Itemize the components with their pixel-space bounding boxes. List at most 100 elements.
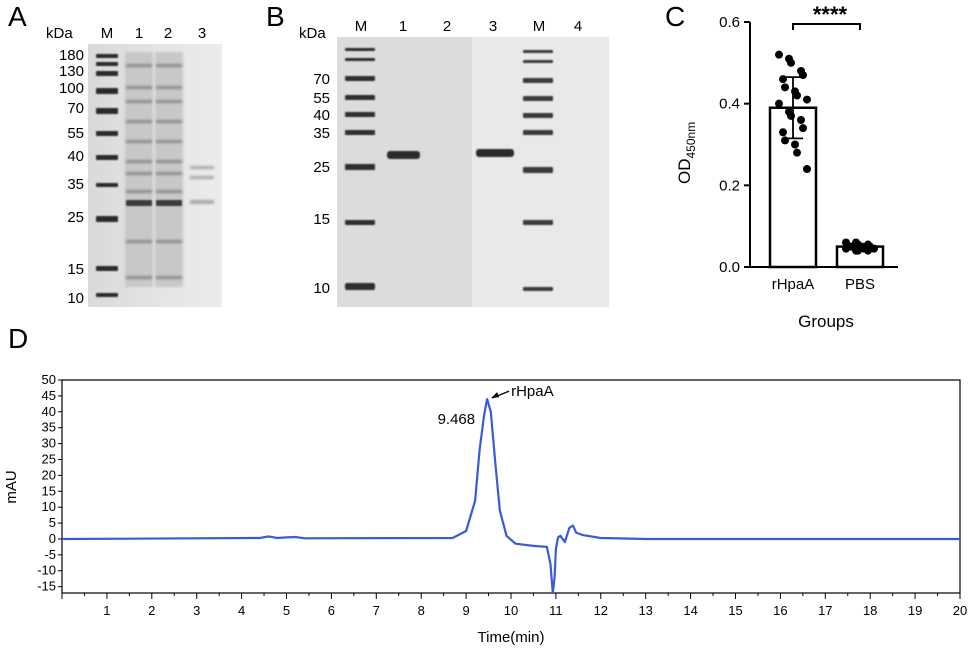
gel-a-marker-25: 25 — [67, 209, 84, 226]
gel-a-lane-3: 3 — [198, 25, 206, 42]
c-data-point — [799, 71, 807, 80]
gel-a-image — [88, 44, 222, 307]
d-ytick-label: 40 — [42, 404, 56, 419]
d-xtick-label: 6 — [328, 603, 335, 618]
gel-b-marker-70: 70 — [313, 71, 330, 88]
panel-b-label: B — [266, 1, 285, 32]
gel-a-marker-130: 130 — [59, 63, 84, 80]
d-xtick-label: 19 — [908, 603, 922, 618]
c-xlabel: Groups — [798, 312, 854, 331]
c-data-point — [803, 95, 811, 104]
panel-d-label: D — [8, 323, 28, 354]
gel-b-marker-15: 15 — [313, 211, 330, 228]
d-xtick-label: 4 — [238, 603, 245, 618]
gel-a-marker-10: 10 — [67, 290, 84, 307]
gel-b-marker-40: 40 — [313, 107, 330, 124]
panel-c-label: C — [665, 1, 685, 32]
d-ytick-label: -10 — [37, 563, 56, 578]
d-xtick-label: 16 — [773, 603, 787, 618]
c-data-point — [799, 124, 807, 133]
d-xtick-label: 10 — [504, 603, 518, 618]
c-xtick-rhpaa: rHpaA — [772, 276, 815, 293]
d-xtick-label: 7 — [373, 603, 380, 618]
d-ytick-label: 25 — [42, 451, 56, 466]
c-data-point — [779, 75, 787, 84]
d-ylabel: mAU — [3, 470, 20, 503]
gel-b-marker-10: 10 — [313, 280, 330, 297]
d-xtick-label: 17 — [818, 603, 832, 618]
d-peak-annotation: rHpaA — [511, 383, 554, 400]
gel-a-lane-labels: M 1 2 3 — [101, 25, 206, 42]
d-xtick-label: 2 — [148, 603, 155, 618]
gel-a-marker-15: 15 — [67, 261, 84, 278]
c-data-point — [793, 91, 801, 100]
c-data-point — [787, 111, 795, 120]
c-significance-bracket — [792, 23, 861, 30]
d-xtick-label: 9 — [462, 603, 469, 618]
gel-b-lane-1: 1 — [399, 18, 407, 35]
c-data-point — [791, 140, 799, 149]
d-arrow-head — [491, 392, 500, 399]
panel-a-label: A — [8, 1, 27, 32]
gel-a-marker-40: 40 — [67, 148, 84, 165]
c-ytick-label: 0.6 — [719, 14, 740, 31]
gel-b-image — [337, 37, 609, 307]
c-xtick-pbs: PBS — [845, 276, 875, 293]
d-xtick-label: 8 — [418, 603, 425, 618]
gel-b-lane-m2: M — [533, 18, 546, 35]
gel-b-lane-3: 3 — [489, 18, 497, 35]
gel-a-lane-1: 1 — [135, 25, 143, 42]
c-data-point — [787, 58, 795, 67]
d-xtick-label: 1 — [103, 603, 110, 618]
d-ytick-label: 45 — [42, 388, 56, 403]
gel-b-marker-35: 35 — [313, 125, 330, 142]
c-y-ticks: 0.0 0.2 0.4 0.6 — [719, 14, 750, 276]
c-ylabel-sub: 450nm — [684, 122, 698, 159]
c-data-point — [870, 244, 878, 253]
d-x-ticks: 1 2 3 4 5 6 7 8 9 10 11 12 13 14 15 16 17 18 19 20 — [61, 593, 967, 618]
gel-b-lane-4: 4 — [574, 18, 582, 35]
d-peak-arrow-icon — [491, 390, 510, 399]
d-xtick-label: 5 — [283, 603, 290, 618]
c-ylabel: OD450nm — [675, 122, 698, 184]
d-ytick-label: 5 — [49, 515, 56, 530]
gel-a-marker-35: 35 — [67, 176, 84, 193]
c-data-point — [797, 116, 805, 124]
c-points — [775, 50, 878, 255]
gel-a-unit: kDa — [46, 25, 73, 42]
gel-a-marker-180: 180 — [59, 47, 84, 64]
gel-b-markers: 70 55 40 35 25 15 10 — [313, 71, 330, 297]
d-xtick-label: 11 — [549, 603, 563, 618]
gel-b-marker-55: 55 — [313, 90, 330, 107]
gel-b-marker-25: 25 — [313, 159, 330, 176]
c-data-point — [864, 246, 872, 255]
gel-a-markers: 180 130 100 70 55 40 35 25 15 10 — [59, 47, 84, 307]
d-xtick-label: 3 — [193, 603, 200, 618]
c-data-point — [775, 99, 783, 108]
d-ytick-label: 15 — [42, 483, 56, 498]
d-xtick-label: 13 — [638, 603, 652, 618]
gel-a-marker-100: 100 — [59, 80, 84, 97]
c-data-point — [803, 165, 811, 173]
c-data-point — [854, 246, 862, 255]
d-xlabel: Time(min) — [478, 629, 545, 646]
d-ytick-label: 0 — [49, 531, 56, 546]
d-ytick-label: 50 — [42, 372, 56, 387]
d-series-line — [61, 398, 960, 595]
c-ylabel-main: OD — [675, 159, 694, 185]
d-xtick-label: 14 — [683, 603, 697, 618]
d-plot-frame — [61, 379, 961, 594]
c-data-point — [781, 136, 789, 145]
d-ytick-label: -15 — [37, 579, 56, 594]
d-ytick-label: 20 — [42, 467, 56, 482]
c-data-point — [781, 83, 789, 92]
c-data-point — [793, 148, 801, 157]
gel-b-lane-2: 2 — [443, 18, 451, 35]
gel-a-lane-m: M — [101, 25, 114, 42]
gel-b-unit: kDa — [299, 25, 326, 42]
gel-a-lane-2: 2 — [164, 25, 172, 42]
d-xtick-label: 12 — [594, 603, 608, 618]
d-ytick-label: -5 — [44, 547, 56, 562]
